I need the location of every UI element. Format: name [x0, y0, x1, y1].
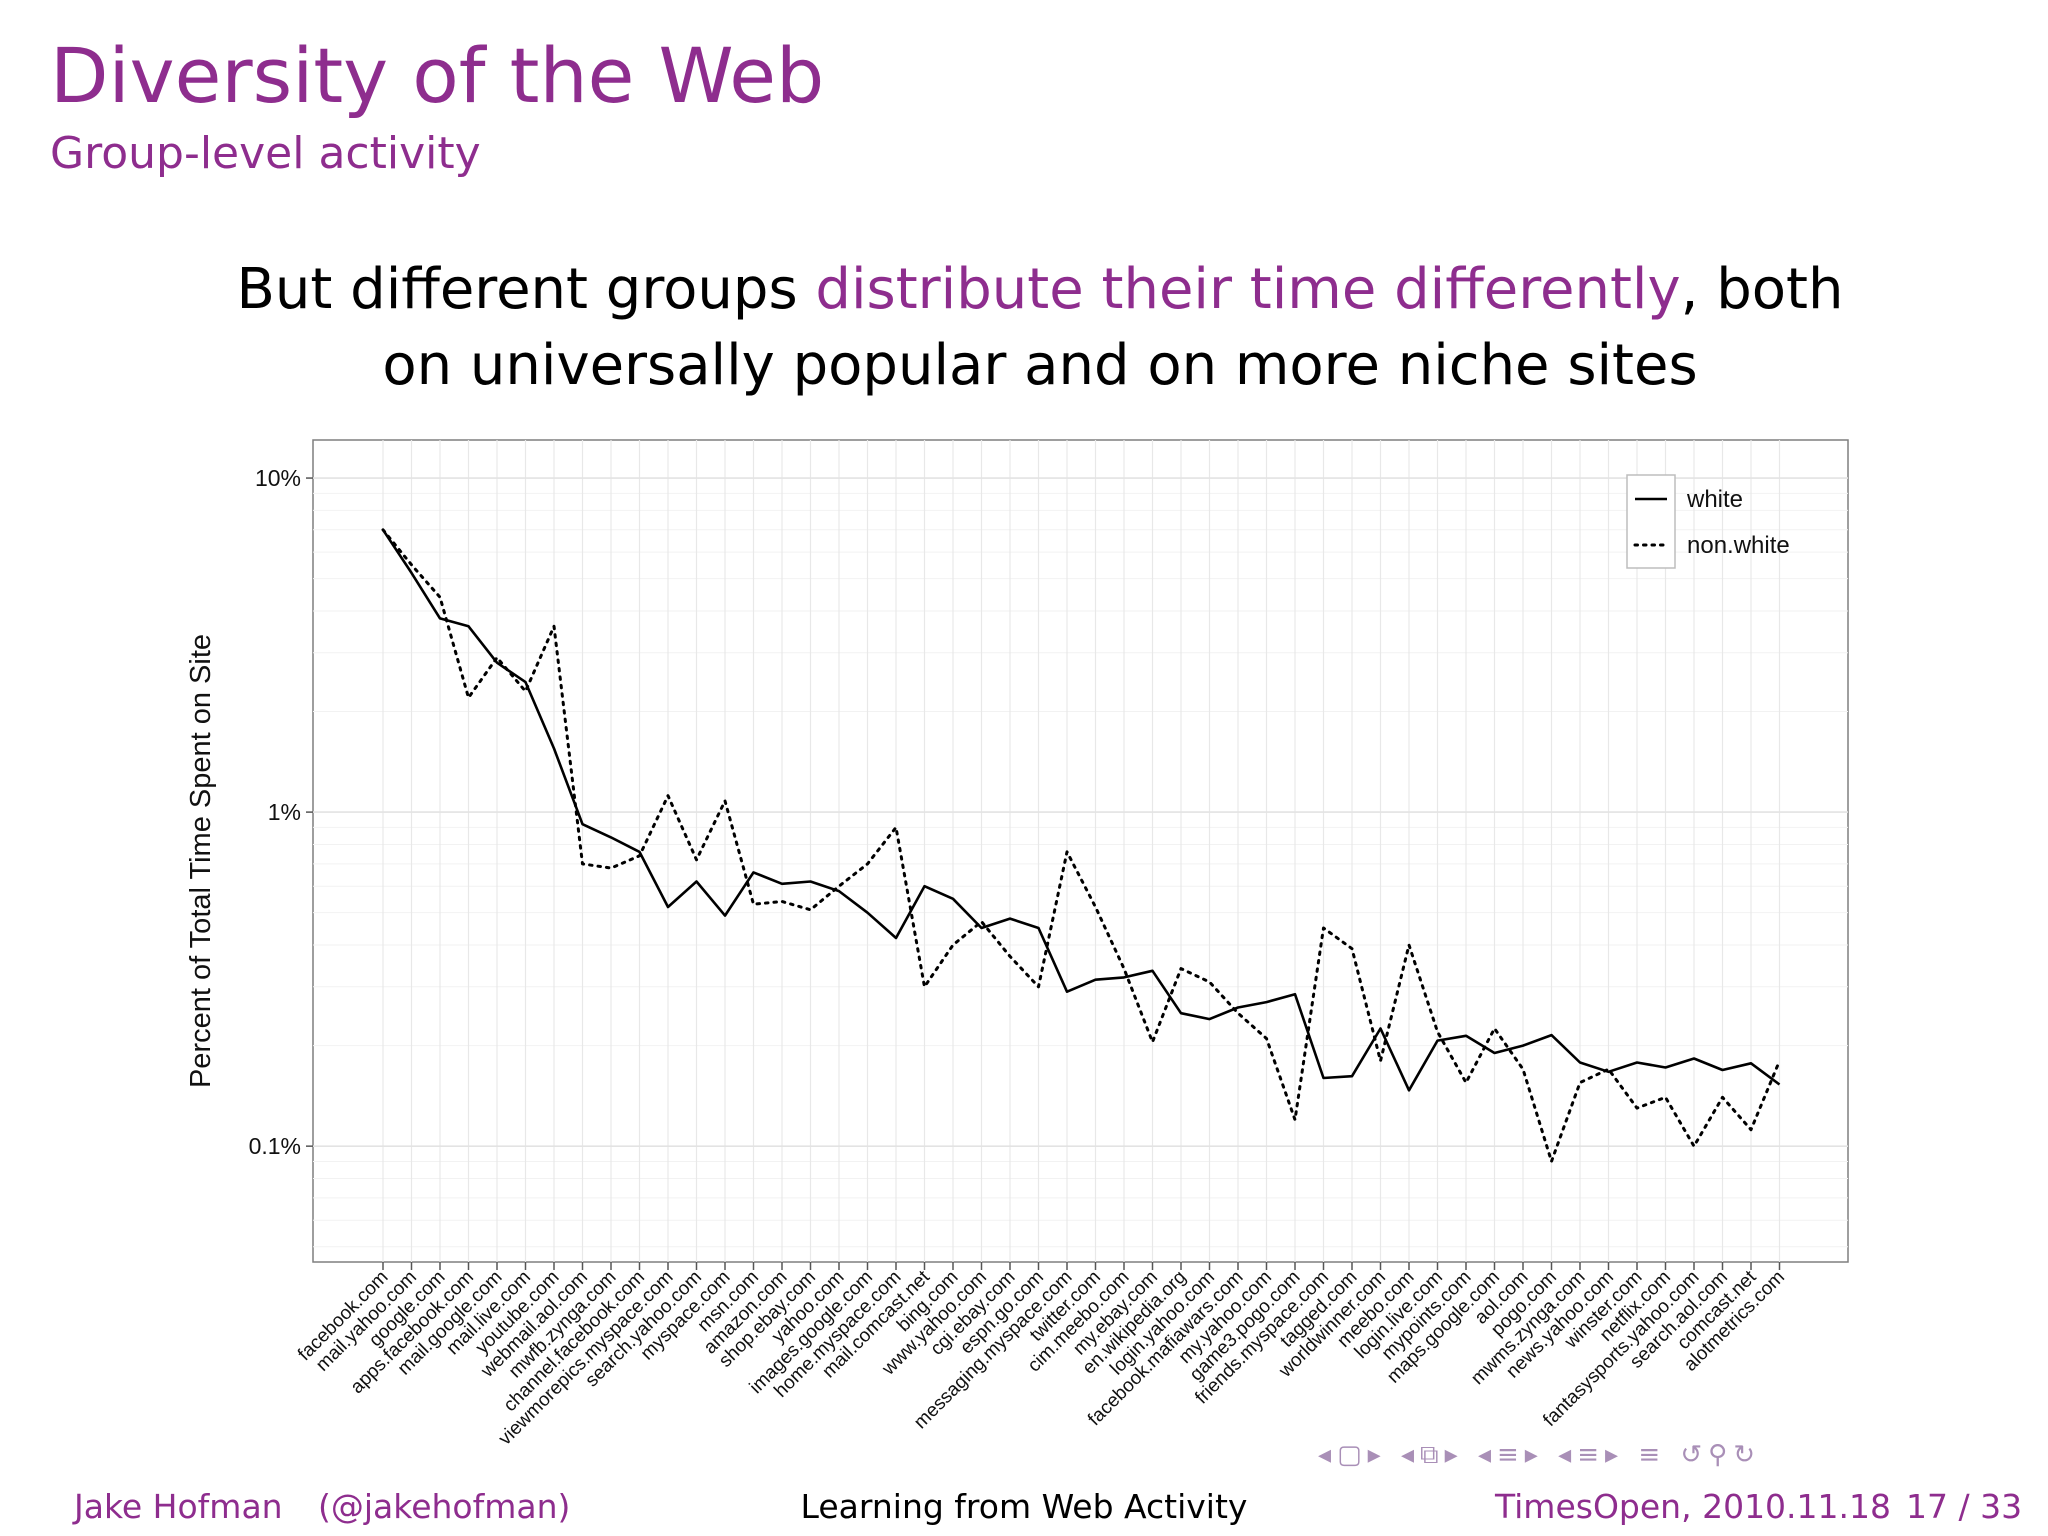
- footer-author: Jake Hofman: [74, 1487, 283, 1526]
- triangle-left-icon[interactable]: ◂: [1318, 1440, 1338, 1470]
- footer-talk-title: Learning from Web Activity: [800, 1487, 1248, 1526]
- triangle-right-icon[interactable]: ▸: [1524, 1440, 1544, 1470]
- frame-icon[interactable]: ▢: [1337, 1440, 1368, 1470]
- redo-icon[interactable]: ↻: [1733, 1440, 1762, 1470]
- triangle-right-icon[interactable]: ▸: [1367, 1440, 1387, 1470]
- y-tick-label: 0.1%: [249, 1133, 301, 1159]
- stacked-frames-icon[interactable]: ⧉: [1420, 1440, 1445, 1470]
- legend-label: white: [1686, 486, 1743, 513]
- footer-page-number: 17 / 33: [1906, 1487, 2023, 1526]
- series-line-non-white: [381, 528, 1781, 1163]
- legend-key-box: [1626, 474, 1676, 569]
- triangle-left-icon[interactable]: ◂: [1400, 1440, 1421, 1470]
- series-line-white: [381, 529, 1781, 1092]
- y-tick-label: 10%: [255, 465, 301, 491]
- beamer-navigation[interactable]: ◂▢▸ ◂⧉▸ ◂≡▸ ◂≡▸ ≡ ↺⚲↻: [1318, 1440, 1761, 1471]
- triangle-left-icon[interactable]: ◂: [1477, 1440, 1497, 1470]
- statement-text-end: , both on universally popular and on mor…: [382, 257, 1844, 398]
- footer-event: TimesOpen, 2010.11.18: [1495, 1487, 1892, 1526]
- loop-icon[interactable]: ↺: [1680, 1440, 1709, 1470]
- triangle-right-icon[interactable]: ▸: [1604, 1440, 1625, 1470]
- legend-label: non.white: [1687, 532, 1790, 559]
- slide-title: Diversity of the Web: [50, 31, 825, 120]
- triangle-left-icon[interactable]: ◂: [1558, 1440, 1578, 1470]
- footer-handle: (@jakehofman): [318, 1487, 571, 1526]
- slide-subtitle: Group-level activity: [50, 128, 481, 179]
- list-icon[interactable]: ≡: [1638, 1440, 1667, 1470]
- statement-text: But different groups: [236, 257, 816, 322]
- subsection-icon[interactable]: ≡: [1577, 1440, 1605, 1470]
- search-icon[interactable]: ⚲: [1708, 1440, 1734, 1470]
- statement-highlight: distribute their time differently: [815, 257, 1681, 322]
- section-icon[interactable]: ≡: [1497, 1440, 1525, 1470]
- y-axis-label: Percent of Total Time Spent on Site: [185, 634, 217, 1088]
- plot-panel: [312, 439, 1849, 1263]
- y-tick-label: 1%: [268, 799, 301, 825]
- triangle-right-icon[interactable]: ▸: [1444, 1440, 1464, 1470]
- slide-statement: But different groups distribute their ti…: [220, 252, 1860, 404]
